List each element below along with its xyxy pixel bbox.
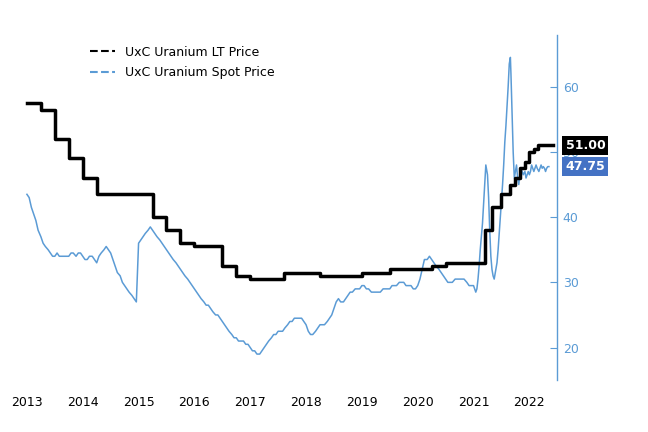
- Text: 51.00: 51.00: [566, 139, 605, 152]
- Legend: UxC Uranium LT Price, UxC Uranium Spot Price: UxC Uranium LT Price, UxC Uranium Spot P…: [84, 41, 279, 84]
- Text: 47.75: 47.75: [566, 160, 605, 173]
